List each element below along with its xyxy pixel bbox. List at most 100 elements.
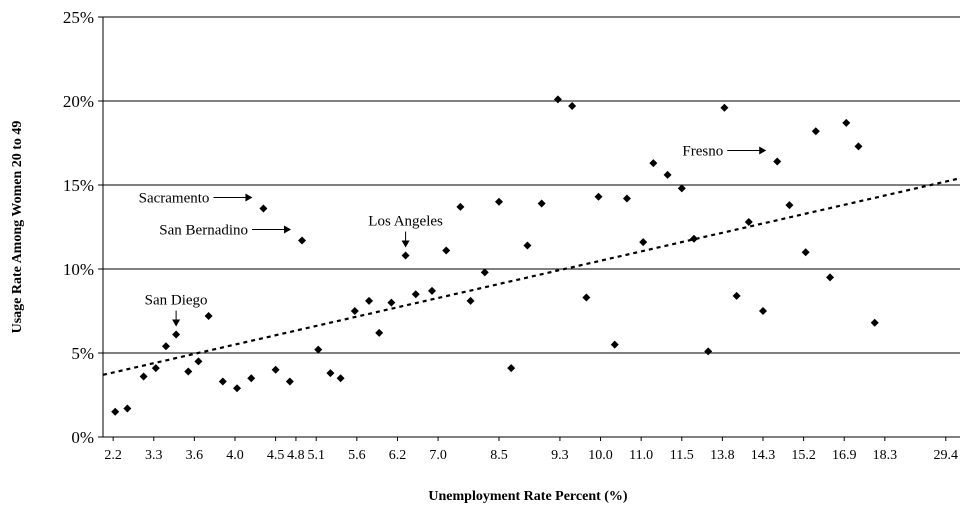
annotation: San Bernadino — [159, 222, 292, 238]
data-point — [326, 369, 335, 378]
annotation-label: Los Angeles — [368, 214, 443, 230]
x-tick-label: 14.3 — [751, 448, 776, 463]
x-tick-label: 3.3 — [145, 448, 163, 463]
gridlines — [98, 16, 960, 438]
annotation: San Diego — [145, 293, 208, 327]
data-point — [785, 201, 794, 210]
data-point — [523, 241, 532, 250]
data-point — [842, 118, 851, 127]
x-tick-label: 4.5 — [267, 448, 285, 463]
x-tick-label: 5.6 — [348, 448, 366, 463]
annotation-label: San Bernadino — [159, 222, 248, 238]
data-point — [811, 127, 820, 136]
data-point — [375, 328, 384, 337]
data-point — [622, 194, 631, 203]
data-point — [759, 307, 768, 315]
data-point — [365, 296, 374, 305]
data-point — [336, 374, 345, 383]
data-point — [298, 236, 307, 245]
data-point — [720, 103, 729, 112]
data-point — [704, 347, 713, 356]
data-point — [649, 159, 658, 168]
x-tick-label: 3.6 — [186, 448, 204, 463]
data-point — [744, 217, 753, 226]
x-tick-label: 11.5 — [670, 448, 694, 463]
y-tick-label: 5% — [71, 344, 94, 363]
data-point — [139, 372, 148, 381]
arrowhead — [172, 319, 181, 327]
arrowhead — [284, 225, 292, 234]
data-point — [610, 340, 619, 349]
arrowhead — [759, 146, 767, 155]
y-tick-labels: 0% 5% 10% 15% 20% 25% — [63, 8, 94, 447]
arrowhead — [245, 193, 253, 202]
data-point — [594, 192, 603, 201]
data-point — [663, 170, 672, 179]
annotation-label: San Diego — [145, 293, 208, 309]
data-point — [677, 184, 686, 193]
x-tick-label: 16.9 — [832, 448, 857, 463]
data-point — [204, 312, 213, 321]
y-tick-label: 15% — [63, 176, 94, 195]
annotation: Sacramento — [139, 191, 253, 207]
data-point — [172, 330, 181, 339]
data-point — [553, 95, 562, 104]
x-tick-label: 11.0 — [629, 448, 653, 463]
data-point — [568, 102, 577, 111]
x-tick-label: 18.3 — [873, 448, 898, 463]
data-point — [495, 197, 504, 206]
data-point — [870, 318, 879, 327]
annotation: Los Angeles — [368, 214, 443, 248]
x-tick-labels: 2.2 3.3 3.6 4.0 4.5 4.8 5.1 5.6 6.2 7.0 8.5 9.3 10.0… — [104, 437, 958, 463]
x-tick-label: 4.8 — [287, 448, 305, 463]
data-point — [194, 357, 203, 366]
data-point — [151, 364, 160, 373]
data-point — [854, 142, 863, 151]
x-tick-label: 2.2 — [104, 448, 122, 463]
trendline — [102, 177, 960, 376]
annotation: Fresno — [682, 143, 767, 159]
data-point — [285, 377, 294, 386]
data-point — [401, 251, 410, 260]
arrowhead — [401, 240, 410, 248]
data-point — [442, 246, 451, 255]
x-tick-label: 5.1 — [307, 448, 325, 463]
data-point — [123, 404, 132, 413]
y-tick-label: 0% — [71, 428, 94, 447]
data-point — [826, 273, 835, 282]
data-point — [184, 367, 193, 376]
x-axis-title: Unemployment Rate Percent (%) — [428, 489, 628, 504]
annotation-label: Sacramento — [139, 191, 210, 207]
y-tick-label: 20% — [63, 92, 94, 111]
data-point — [801, 248, 810, 257]
x-tick-label: 15.2 — [791, 448, 816, 463]
data-point — [314, 345, 323, 354]
data-points — [111, 95, 879, 416]
data-point — [271, 365, 280, 374]
x-tick-label: 29.4 — [934, 448, 959, 463]
data-point — [466, 296, 475, 305]
data-point — [233, 384, 242, 393]
trendline-path — [102, 177, 960, 376]
data-point — [480, 268, 489, 277]
data-point — [732, 291, 741, 300]
data-point — [111, 407, 120, 416]
y-tick-label: 10% — [63, 260, 94, 279]
data-point — [411, 290, 420, 299]
data-point — [582, 293, 591, 302]
y-tick-label: 25% — [63, 8, 94, 27]
x-tick-label: 4.0 — [226, 448, 244, 463]
x-tick-label: 8.5 — [490, 448, 508, 463]
y-axis-title: Usage Rate Among Women 20 to 49 — [10, 121, 25, 334]
data-point — [161, 342, 170, 351]
data-point — [350, 307, 359, 315]
annotations: San Diego Sacramento San Bernadino Los Ange… — [139, 143, 767, 327]
data-point — [456, 202, 465, 211]
data-point — [218, 377, 227, 386]
data-point — [507, 364, 516, 373]
data-point — [689, 234, 698, 243]
data-point — [387, 298, 396, 307]
x-tick-label: 9.3 — [551, 448, 569, 463]
data-point — [259, 204, 268, 213]
